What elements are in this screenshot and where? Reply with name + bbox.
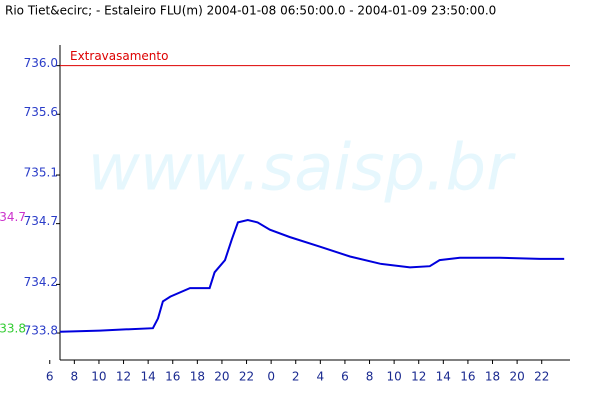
x-tick-label: 16 — [460, 370, 475, 384]
x-tick-label: 4 — [317, 370, 325, 384]
x-tick-label: 8 — [366, 370, 374, 384]
x-tick-label: 8 — [71, 370, 79, 384]
x-tick-label: 18 — [485, 370, 500, 384]
y-tick-label: 734.2 — [24, 275, 58, 289]
x-tick-label: 10 — [386, 370, 401, 384]
x-tick-label: 12 — [411, 370, 426, 384]
x-tick-label: 14 — [141, 370, 156, 384]
threshold-label: Extravasamento — [70, 49, 168, 63]
x-tick-label: 0 — [267, 370, 275, 384]
data-line — [59, 218, 565, 333]
x-tick-label: 22 — [534, 370, 549, 384]
y-tick-label: 735.6 — [24, 105, 58, 119]
y-tick-label: 734.7 — [24, 214, 58, 228]
x-tick-label: 16 — [165, 370, 180, 384]
y-tick-label: 733.8 — [24, 324, 58, 338]
x-tick-label: 20 — [509, 370, 524, 384]
chart-title: Rio Tiet&ecirc; - Estaleiro FLU(m) 2004-… — [5, 4, 496, 18]
min-label: 733.8 — [0, 322, 26, 336]
x-tick-label: 10 — [91, 370, 106, 384]
watermark: www.saisp.br — [88, 132, 517, 206]
x-tick-label: 6 — [46, 370, 54, 384]
x-tick-label: 18 — [190, 370, 205, 384]
x-tick-label: 14 — [436, 370, 451, 384]
x-tick-label: 6 — [341, 370, 349, 384]
x-tick-label: 20 — [214, 370, 229, 384]
x-tick-label: 2 — [292, 370, 300, 384]
x-tick-label: 12 — [116, 370, 131, 384]
x-tick-label: 22 — [239, 370, 254, 384]
max-label: 734.7 — [0, 210, 26, 224]
y-tick-label: 736.0 — [24, 56, 58, 70]
y-tick-label: 735.1 — [24, 166, 58, 180]
